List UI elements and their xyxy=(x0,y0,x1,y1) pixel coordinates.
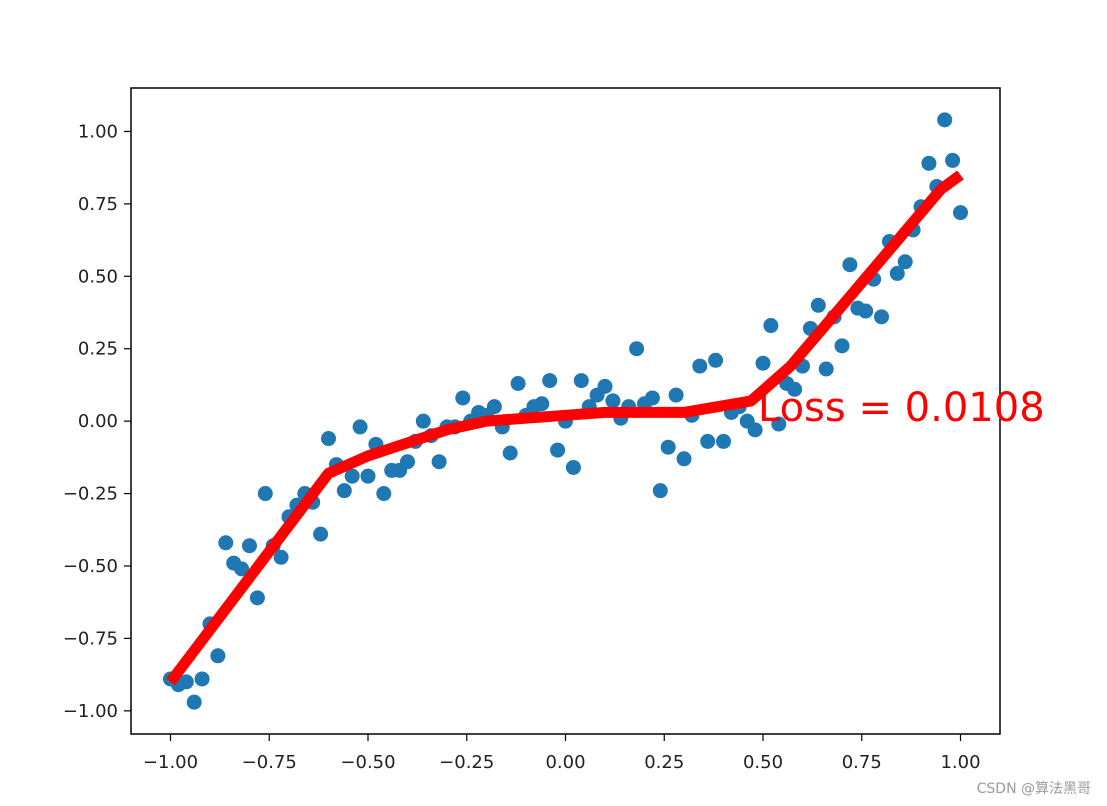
x-tick-label: 0.25 xyxy=(644,752,684,773)
x-tick-label: −0.50 xyxy=(340,752,395,773)
data-point xyxy=(415,413,431,429)
data-point xyxy=(763,318,779,334)
data-point xyxy=(400,454,415,470)
data-point xyxy=(178,674,194,690)
data-point xyxy=(234,561,250,577)
y-tick-label: 1.00 xyxy=(78,121,118,142)
x-tick-label: −1.00 xyxy=(143,752,198,773)
data-point xyxy=(336,483,352,499)
data-point xyxy=(273,549,289,565)
data-point xyxy=(716,433,731,449)
x-tick-label: 0.75 xyxy=(842,752,882,773)
data-point xyxy=(787,381,803,397)
data-point xyxy=(542,373,558,389)
y-tick-label: 0.50 xyxy=(78,266,118,287)
data-point xyxy=(186,694,202,710)
data-point xyxy=(597,378,613,394)
data-point xyxy=(360,468,376,484)
data-point xyxy=(937,112,953,128)
data-point xyxy=(565,459,581,475)
x-tick-label: 1.00 xyxy=(940,752,980,773)
data-point xyxy=(629,341,645,357)
data-point xyxy=(352,419,368,435)
y-tick-label: 0.75 xyxy=(78,194,118,215)
loss-annotation: Loss = 0.0108 xyxy=(758,385,1045,431)
x-tick-label: 0.50 xyxy=(743,752,783,773)
y-tick-label: −0.25 xyxy=(63,484,118,505)
y-tick-label: 0.25 xyxy=(78,339,118,360)
data-point xyxy=(692,358,708,374)
data-point xyxy=(573,373,589,389)
y-tick-label: −0.50 xyxy=(63,556,118,577)
x-tick-label: −0.75 xyxy=(242,752,297,773)
data-point xyxy=(257,486,273,502)
y-tick-label: 0.00 xyxy=(78,411,118,432)
data-point xyxy=(644,390,660,406)
watermark: CSDN @算法黑哥 xyxy=(976,781,1091,797)
data-point xyxy=(210,648,226,664)
data-point xyxy=(660,439,676,455)
data-point xyxy=(810,297,826,313)
data-point xyxy=(510,375,526,391)
x-axis: −1.00 −0.75 −0.50 −0.25 0.00 0.25 0.50 0.75 1.00 xyxy=(143,734,981,773)
data-point xyxy=(652,483,668,499)
data-point xyxy=(668,387,684,403)
data-point xyxy=(376,486,392,502)
data-point xyxy=(834,338,850,354)
data-point xyxy=(921,155,937,171)
data-point xyxy=(502,445,518,461)
data-point xyxy=(218,535,234,551)
fit-line-series xyxy=(166,170,964,686)
data-point xyxy=(889,265,905,281)
data-point xyxy=(344,468,360,484)
data-point xyxy=(486,399,502,415)
data-point xyxy=(242,538,257,554)
data-point xyxy=(874,309,889,325)
fit-line xyxy=(166,170,964,686)
x-tick-label: 0.00 xyxy=(545,752,585,773)
data-point xyxy=(313,526,329,542)
data-point xyxy=(858,303,874,319)
data-point xyxy=(534,396,550,412)
data-point xyxy=(249,590,265,606)
data-point xyxy=(700,433,716,449)
data-point xyxy=(676,451,692,467)
y-tick-label: −0.75 xyxy=(63,628,118,649)
data-point xyxy=(321,431,336,447)
data-point xyxy=(550,442,566,458)
data-point xyxy=(771,416,787,432)
data-point xyxy=(842,257,858,273)
data-point xyxy=(708,352,724,368)
y-tick-label: −1.00 xyxy=(63,701,118,722)
x-tick-label: −0.25 xyxy=(439,752,494,773)
data-point xyxy=(431,454,447,470)
data-point xyxy=(455,390,471,406)
y-axis: 1.00 0.75 0.50 0.25 0.00 −0.25 −0.50 −0.75 −1.00 xyxy=(63,121,131,722)
data-point xyxy=(605,393,621,409)
data-point xyxy=(953,205,968,221)
data-point xyxy=(818,361,834,377)
data-point xyxy=(755,355,771,371)
data-point xyxy=(897,254,913,270)
data-point xyxy=(747,422,763,438)
data-point xyxy=(945,152,961,168)
data-point xyxy=(194,671,210,687)
